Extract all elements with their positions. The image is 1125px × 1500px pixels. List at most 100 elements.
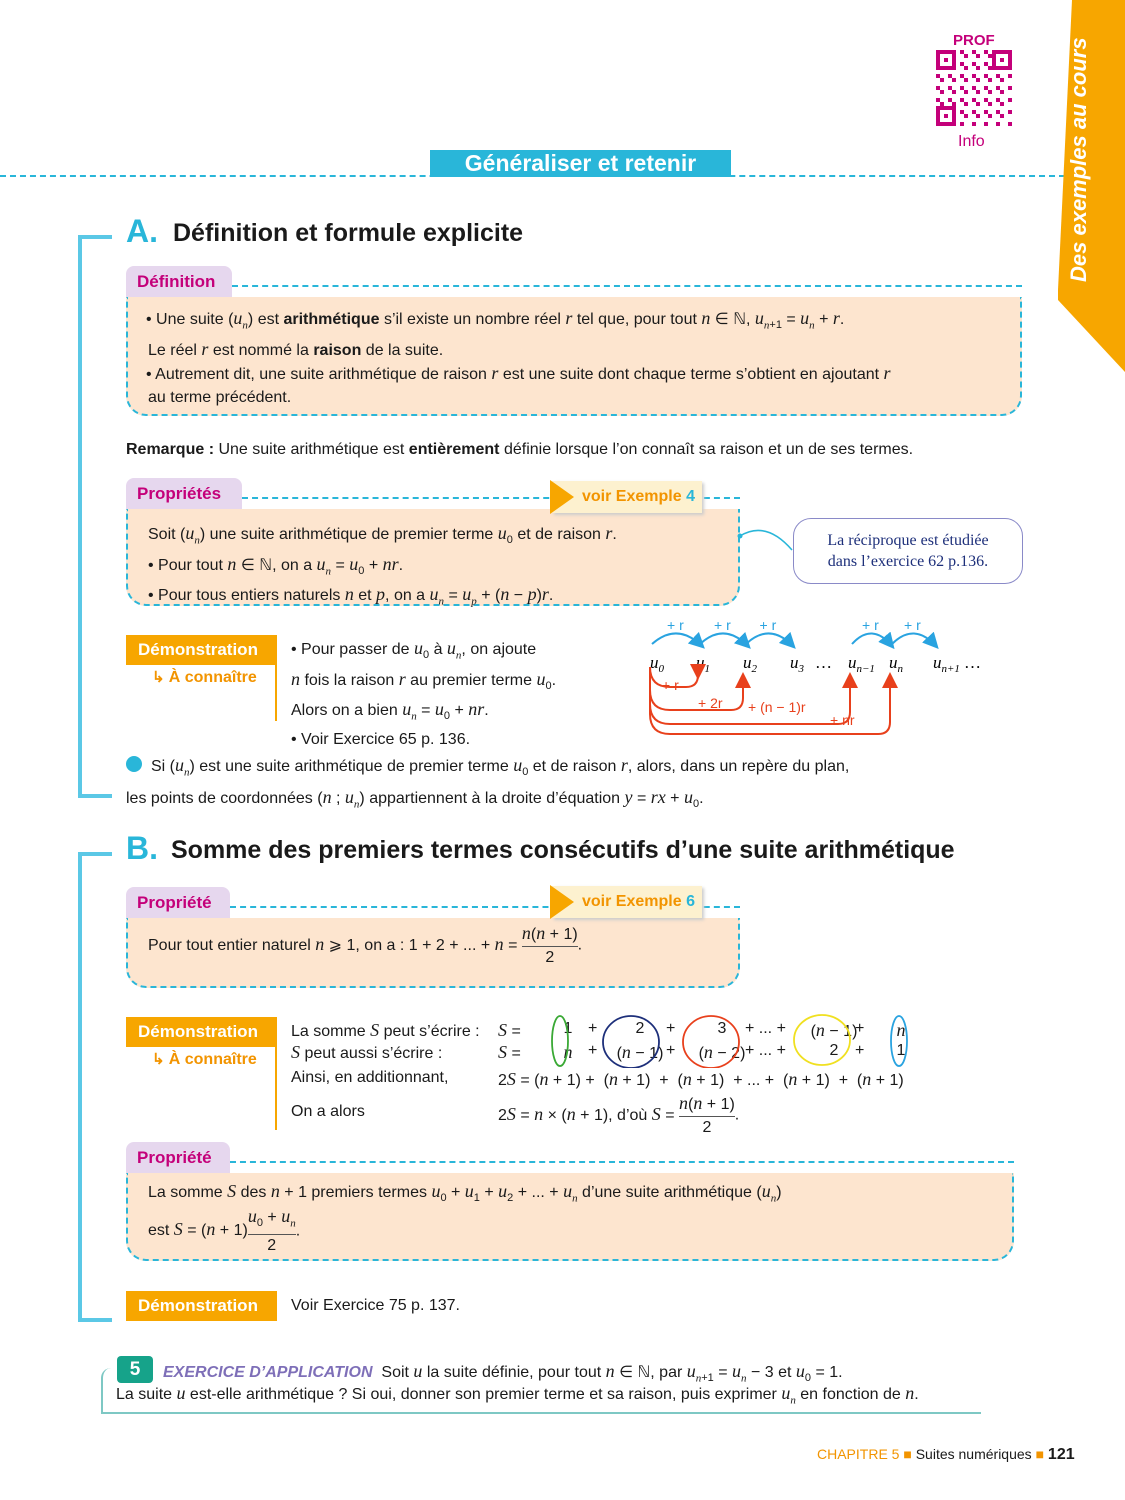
note-text: Si (un) est une suite arithmétique de pr… xyxy=(126,754,849,816)
sequence-term: un−1 xyxy=(848,653,875,675)
sum-term: 1 xyxy=(896,1042,906,1059)
blue-arrow xyxy=(699,631,751,649)
property-text: Pour tout entier naturel n ⩾ 1, on a : 1… xyxy=(148,933,518,954)
square-icon: ■ xyxy=(1035,1446,1045,1462)
section-a-title: Définition et formule explicite xyxy=(173,219,524,247)
property-line: est S = (n + 1) xyxy=(148,1219,248,1240)
sum-term: S = xyxy=(498,1042,521,1062)
sum-term: (n − 1) xyxy=(616,1042,664,1062)
divider xyxy=(230,906,740,908)
blue-arrow-label: + r xyxy=(667,617,684,633)
fraction: u0 + un 2 xyxy=(247,1205,296,1258)
sum-term: + ... + xyxy=(745,1042,786,1059)
demo-line: • Voir Exercice 65 p. 136. xyxy=(291,731,471,749)
qr-label-top: PROF xyxy=(953,32,995,49)
red-arrow-label: + nr xyxy=(830,712,855,728)
definition-line: Le réel r est nommé la raison de la suit… xyxy=(148,338,444,359)
section-b-letter: B. xyxy=(126,830,158,866)
divider xyxy=(242,497,740,499)
sum-term: + xyxy=(855,1042,865,1059)
demonstration-text: • Pour passer de u0 à un, on ajoute n fo… xyxy=(291,637,556,751)
demonstration-label: Démonstration xyxy=(126,1291,277,1321)
blue-arrow-label: + r xyxy=(904,617,921,633)
hook-arrow-icon: ↳ xyxy=(152,1051,169,1068)
red-arrow-label: + (n − 1)r xyxy=(748,699,806,715)
property-label: Propriété xyxy=(126,887,230,919)
sum-row-3: 2S = (n + 1) + (n + 1) + (n + 1) + ... +… xyxy=(498,1069,904,1089)
note-line: les points de coordonnées (n ; un) appar… xyxy=(126,786,704,811)
see-example-4-link[interactable]: voir Exemple 4 xyxy=(552,481,702,513)
blue-arrow-label: + r xyxy=(714,617,731,633)
qr-code-icon[interactable] xyxy=(935,50,1013,126)
note-line: Si (un) est une suite arithmétique de pr… xyxy=(151,755,850,779)
sequence-term: u3 xyxy=(790,653,805,675)
square-icon: ■ xyxy=(903,1446,912,1462)
see-example-6-link[interactable]: voir Exemple 6 xyxy=(552,886,702,918)
property-box: La somme S des n + 1 premiers termes u0 … xyxy=(126,1173,1014,1261)
exercise-title: EXERCICE D’APPLICATION xyxy=(163,1364,373,1381)
red-arrow xyxy=(649,664,706,688)
exercise-question: La suite u est-elle arithmétique ? Si ou… xyxy=(116,1383,919,1407)
sequence-term: u2 xyxy=(743,653,758,675)
demo-label: S peut aussi s’écrire : xyxy=(291,1042,443,1062)
blue-arrow xyxy=(745,631,796,649)
section-banner: Généraliser et retenir xyxy=(430,150,731,177)
exercise-text: Soit u la suite définie, pour tout n ∈ ℕ… xyxy=(381,1361,843,1385)
sum-term: n xyxy=(896,1020,906,1040)
fraction: n(n + 1) 2 xyxy=(521,922,578,969)
remark: Remarque : Une suite arithmétique est en… xyxy=(126,441,914,458)
numerator: n(n + 1) xyxy=(521,922,578,947)
property-line: • Pour tous entiers naturels n et p, on … xyxy=(148,584,554,608)
side-tab-label: Des exemples au cours xyxy=(1066,37,1091,282)
demo-line: • Pour passer de u0 à un, on ajoute xyxy=(291,638,537,662)
denominator: 2 xyxy=(545,949,555,966)
chapter-label: CHAPITRE 5 xyxy=(817,1446,900,1462)
link-text: voir Exemple xyxy=(582,893,682,910)
sum-term: + ... + xyxy=(745,1020,786,1037)
sum-term: 1 xyxy=(563,1020,573,1037)
demo-line: Alors on a bien un = u0 + nr. xyxy=(291,698,489,723)
definition-line: • Une suite (un) est arithmétique s’il e… xyxy=(146,308,845,332)
callout-line: dans l’exercice 62 p.136. xyxy=(827,553,989,570)
red-arrow-label: + r xyxy=(662,677,679,693)
numerator: u0 + un xyxy=(247,1205,296,1236)
sum-row-4: 2S = n × (n + 1), d’où S = n(n + 1) 2. xyxy=(498,1092,739,1139)
blue-arrow-label: + r xyxy=(862,617,879,633)
know-text: À connaître xyxy=(168,1051,257,1068)
property-line: La somme S des n + 1 premiers termes u0 … xyxy=(148,1181,782,1205)
sum-term: S = xyxy=(498,1020,521,1040)
demo-label: On a alors xyxy=(291,1103,365,1120)
page-number: 121 xyxy=(1047,1446,1075,1463)
triangle-arrow-icon xyxy=(550,885,574,919)
numerator: n(n + 1) xyxy=(679,1092,735,1117)
example-number: 6 xyxy=(686,893,695,910)
sequence-term: u0 xyxy=(650,653,665,675)
section-b-title: Somme des premiers termes consécutifs d’… xyxy=(171,836,955,864)
chapter-title: Suites numériques xyxy=(915,1446,1032,1462)
know-label: ↳ À connaître xyxy=(152,1050,257,1069)
section-b-bracket xyxy=(78,852,112,1322)
divider xyxy=(230,1161,1014,1163)
sequence-term: un xyxy=(889,653,904,675)
demonstration-label: Démonstration xyxy=(126,1017,277,1047)
exercise-line: EXERCICE D’APPLICATION Soit u la suite d… xyxy=(163,1361,843,1385)
link-text: voir Exemple xyxy=(582,488,682,505)
sum-term: + xyxy=(588,1020,598,1037)
sequence-term: … xyxy=(964,653,981,672)
divider xyxy=(275,664,277,721)
sum-term: 2 xyxy=(635,1020,645,1037)
property-line: • Pour tout n ∈ ℕ, on a un = u0 + nr. xyxy=(148,553,404,578)
blue-arrow xyxy=(851,631,895,650)
divider xyxy=(275,1046,277,1130)
sum-term: + xyxy=(666,1042,676,1059)
know-text: À connaître xyxy=(168,669,257,686)
definition-box: • Une suite (un) est arithmétique s’il e… xyxy=(126,297,1022,416)
demonstration-label: Démonstration xyxy=(126,635,277,665)
footer: CHAPITRE 5 ■ Suites numériques ■ 121 xyxy=(817,1446,1075,1464)
definition-label: Définition xyxy=(126,266,232,298)
reciprocal-callout: La réciproque est étudiée dans l’exercic… xyxy=(793,518,1023,584)
exercise-number-badge: 5 xyxy=(117,1356,153,1383)
fraction: n(n + 1) 2 xyxy=(679,1092,735,1139)
demo-line: n fois la raison r au premier terme u0. xyxy=(291,668,557,692)
hook-arrow-icon: ↳ xyxy=(152,669,169,686)
